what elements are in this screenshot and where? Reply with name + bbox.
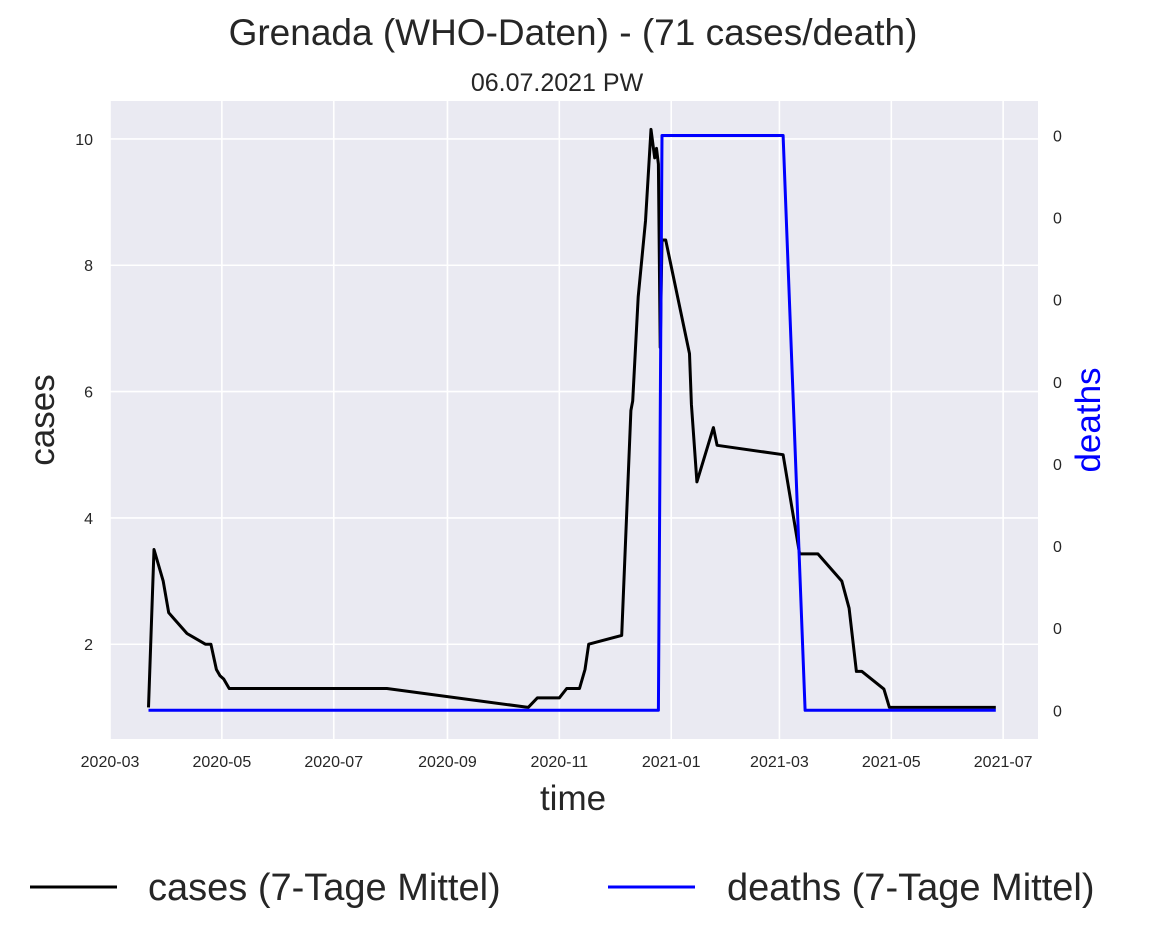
x-tick-label: 2021-03 xyxy=(750,754,809,771)
plot-area xyxy=(110,101,1038,739)
x-tick-label: 2020-07 xyxy=(304,754,363,771)
chart-subtitle: 06.07.2021 PW xyxy=(471,69,644,97)
x-tick-label: 2021-01 xyxy=(642,754,701,771)
series-line-deaths xyxy=(148,134,996,712)
legend: cases (7-Tage Mittel) deaths (7-Tage Mit… xyxy=(30,867,1095,909)
x-tick-label: 2020-11 xyxy=(531,754,589,771)
y-right-tick-labels: 0 0 0 0 0 0 0 0 xyxy=(1053,128,1062,720)
y-right-tick-label: 0 xyxy=(1053,375,1062,392)
y-left-tick-label: 4 xyxy=(84,511,93,528)
legend-label-cases: cases (7-Tage Mittel) xyxy=(148,867,501,909)
y-left-tick-label: 10 xyxy=(75,132,93,149)
x-tick-label: 2021-05 xyxy=(862,754,921,771)
x-tick-label: 2020-09 xyxy=(418,754,477,771)
legend-label-deaths: deaths (7-Tage Mittel) xyxy=(727,867,1095,909)
y-right-tick-label: 0 xyxy=(1053,293,1062,310)
x-tick-labels: 2020-03 2020-05 2020-07 2020-09 2020-11 2021-… xyxy=(81,754,1033,771)
grid xyxy=(109,101,1038,739)
y-left-tick-label: 2 xyxy=(84,637,93,654)
chart-title: Grenada (WHO-Daten) - (71 cases/death) xyxy=(229,12,918,53)
y-right-tick-label: 0 xyxy=(1053,703,1062,720)
x-axis-label: time xyxy=(540,779,606,818)
y-left-tick-label: 8 xyxy=(84,258,93,275)
y-right-tick-label: 0 xyxy=(1053,539,1062,556)
y-left-tick-label: 6 xyxy=(84,385,93,402)
x-tick-label: 2020-03 xyxy=(81,754,140,771)
y-right-tick-label: 0 xyxy=(1053,457,1062,474)
y-right-tick-label: 0 xyxy=(1053,211,1062,228)
y-left-axis-label: cases xyxy=(23,374,62,465)
y-left-tick-labels: 2 4 6 8 10 xyxy=(75,132,93,654)
series-layer xyxy=(147,127,996,712)
y-right-tick-label: 0 xyxy=(1053,621,1062,638)
y-right-axis-label: deaths xyxy=(1069,367,1108,472)
x-tick-label: 2020-05 xyxy=(193,754,252,771)
x-tick-label: 2021-07 xyxy=(974,754,1033,771)
series-line-cases xyxy=(147,127,996,709)
y-right-tick-label: 0 xyxy=(1053,128,1062,145)
